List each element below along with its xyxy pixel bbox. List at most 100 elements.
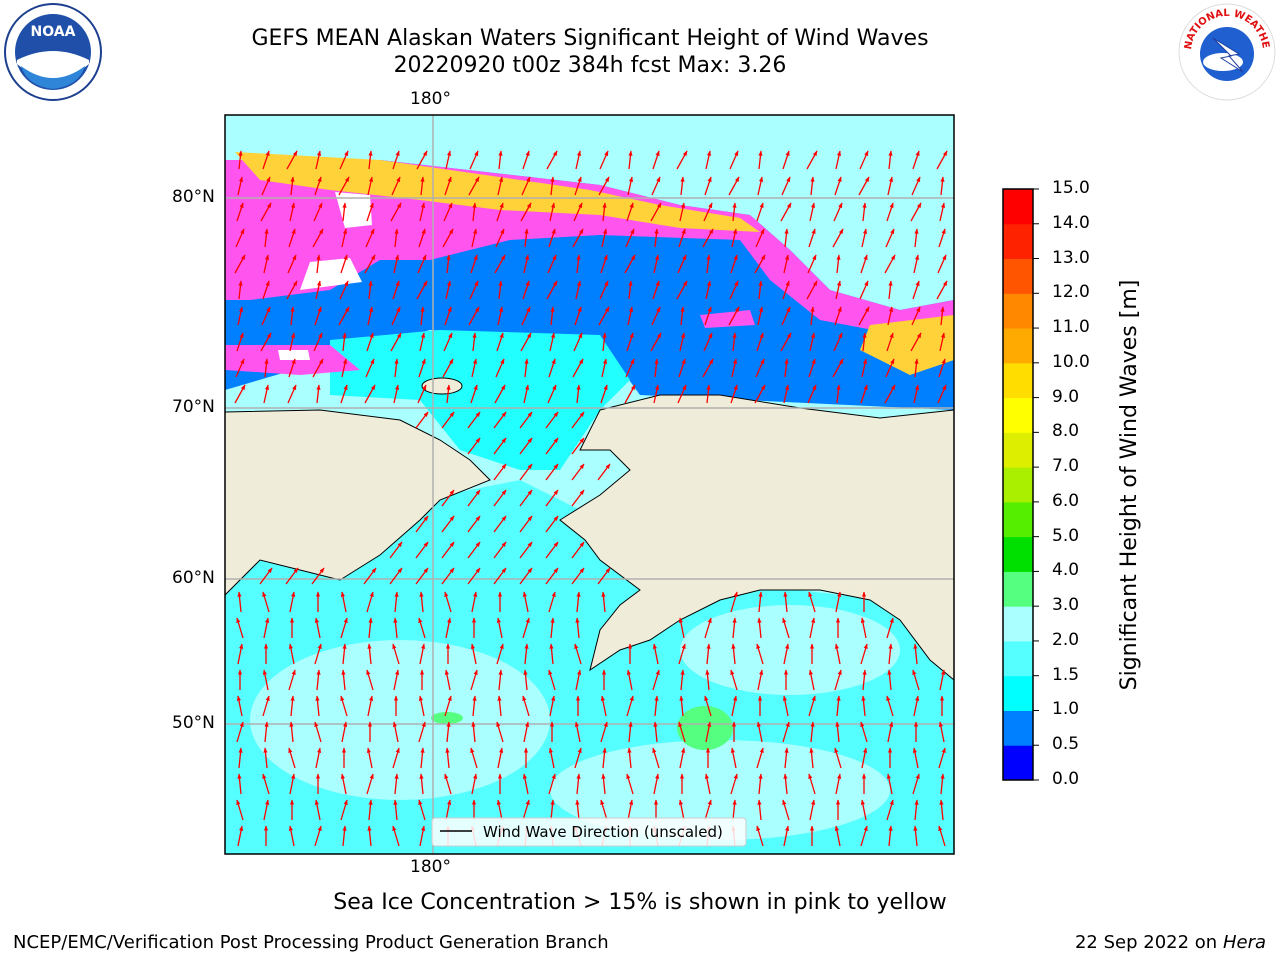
wave-direction-arrow	[390, 332, 402, 352]
wave-direction-arrow	[312, 358, 324, 378]
wave-direction-arrow	[548, 747, 555, 769]
wave-direction-arrow	[420, 306, 425, 326]
wave-direction-arrow	[859, 150, 869, 170]
wave-direction-arrow	[650, 202, 662, 222]
wave-direction-arrow	[237, 825, 244, 847]
wave-direction-arrow	[832, 228, 844, 248]
wave-direction-arrow	[888, 280, 893, 300]
wave-direction-arrow	[469, 150, 479, 170]
wave-direction-arrow	[523, 254, 530, 274]
wave-direction-arrow	[420, 747, 425, 769]
wave-direction-arrow	[858, 306, 870, 326]
wave-direction-arrow	[653, 384, 660, 404]
wave-direction-arrow	[262, 150, 270, 170]
wave-direction-arrow	[264, 721, 269, 743]
wave-direction-arrow	[757, 176, 764, 196]
wave-direction-arrow	[651, 306, 661, 326]
wave-direction-arrow	[576, 773, 581, 795]
wave-direction-arrow	[443, 332, 453, 352]
map-legend: Wind Wave Direction (unscaled)	[431, 817, 747, 847]
wave-direction-arrow	[467, 515, 481, 533]
wave-direction-arrow	[519, 567, 533, 585]
wave-direction-arrow	[392, 721, 399, 743]
wave-direction-arrow	[263, 747, 268, 769]
wave-direction-arrow	[861, 358, 868, 378]
wave-direction-arrow	[680, 176, 685, 196]
wave-direction-arrow	[833, 332, 843, 352]
wave-direction-arrow	[628, 150, 633, 170]
wave-direction-arrow	[522, 591, 529, 613]
wave-direction-arrow	[627, 306, 634, 326]
wave-direction-arrow	[600, 384, 608, 404]
wave-direction-arrow	[493, 541, 507, 559]
wave-direction-arrow	[549, 643, 554, 665]
wave-direction-arrow	[602, 202, 607, 222]
wave-direction-arrow	[680, 306, 685, 326]
wave-direction-arrow	[441, 541, 455, 559]
wave-direction-arrow	[522, 695, 530, 717]
wave-direction-arrow	[368, 799, 373, 821]
wave-direction-arrow	[888, 825, 893, 847]
wave-direction-arrow	[419, 643, 426, 665]
wave-direction-arrow	[913, 825, 918, 847]
wave-direction-arrow	[728, 176, 740, 196]
colorbar-tick-label: 1.5	[1052, 664, 1080, 685]
wave-direction-arrow	[859, 280, 869, 300]
colorbar-tick-label: 5.0	[1052, 525, 1080, 546]
wave-direction-arrow	[549, 695, 556, 717]
wave-direction-arrow	[236, 721, 244, 743]
wave-direction-arrow	[419, 591, 424, 613]
wave-direction-arrow	[340, 384, 348, 404]
wave-direction-arrow	[418, 721, 426, 743]
wave-direction-arrow	[731, 358, 738, 378]
wave-direction-arrow	[575, 799, 580, 821]
wave-direction-arrow	[914, 799, 919, 821]
wave-direction-arrow	[285, 567, 299, 585]
wave-direction-arrow	[782, 280, 790, 300]
wave-direction-arrow	[496, 332, 504, 352]
wave-direction-arrow	[236, 202, 244, 222]
wave-direction-arrow	[493, 489, 507, 507]
wave-direction-arrow	[832, 358, 844, 378]
wave-direction-arrow	[548, 773, 556, 795]
wave-direction-arrow	[732, 799, 737, 821]
wave-direction-arrow	[493, 411, 507, 429]
wave-direction-arrow	[445, 617, 452, 639]
wave-direction-arrow	[628, 721, 633, 743]
wave-direction-arrow	[885, 228, 895, 248]
wave-direction-arrow	[729, 280, 739, 300]
wave-direction-arrow	[731, 695, 738, 717]
wave-direction-arrow	[467, 489, 481, 507]
latitude-label: 70°N	[172, 397, 215, 417]
wave-direction-arrow	[445, 280, 452, 300]
wave-direction-arrow	[886, 799, 894, 821]
wave-direction-arrow	[289, 202, 296, 222]
wave-direction-arrow	[520, 202, 532, 222]
wave-direction-arrow	[470, 254, 478, 274]
colorbar-segment	[1003, 606, 1033, 642]
wave-direction-arrow	[467, 411, 481, 429]
wave-direction-arrow	[625, 228, 635, 248]
wave-direction-arrow	[835, 591, 842, 613]
wave-direction-arrow	[912, 747, 919, 769]
wave-direction-arrow	[340, 617, 348, 639]
no-data-area	[335, 192, 372, 228]
wave-direction-arrow	[446, 384, 451, 404]
wave-direction-arrow	[729, 150, 739, 170]
wave-direction-arrow	[834, 747, 842, 769]
colorbar-tick-label: 9.0	[1052, 386, 1080, 407]
wave-direction-arrow	[237, 643, 244, 665]
wave-direction-arrow	[704, 695, 712, 717]
wave-direction-arrow	[810, 306, 815, 326]
wave-direction-arrow	[338, 306, 350, 326]
wave-direction-arrow	[887, 721, 894, 743]
wave-direction-arrow	[732, 202, 737, 222]
sea-ice-pink	[225, 160, 954, 335]
wave-direction-arrow	[472, 695, 477, 717]
wave-direction-arrow	[937, 384, 947, 404]
wave-direction-arrow	[494, 254, 506, 274]
wave-direction-arrow	[261, 176, 271, 196]
wave-direction-arrow	[314, 643, 322, 665]
wave-direction-arrow	[263, 799, 270, 821]
no-data-area	[278, 350, 310, 360]
